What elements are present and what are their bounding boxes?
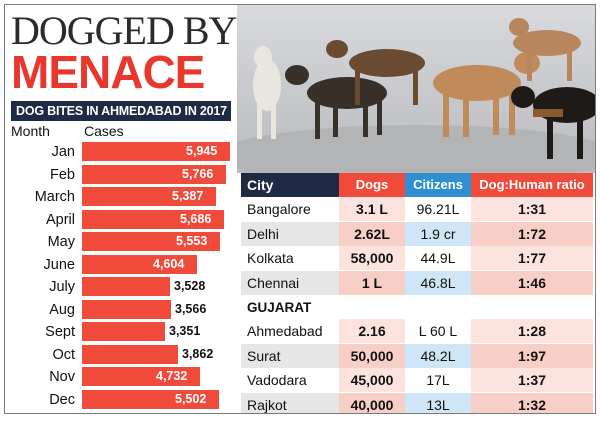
bar-value-label: 5,766: [182, 166, 214, 181]
stray-dogs-photo: [237, 5, 595, 173]
bar-value-label: 3,862: [182, 346, 214, 361]
ratio-cell: 1:46: [471, 270, 593, 295]
dogs-illustration: [237, 18, 595, 173]
month-label: Sept: [45, 324, 75, 340]
month-label: March: [34, 189, 75, 205]
bar-value-label: 5,387: [172, 189, 204, 203]
header-dogs-cell: Dogs: [339, 173, 405, 197]
ratio-cell: 1:31: [471, 197, 593, 221]
bar: [82, 367, 200, 386]
bar: [82, 299, 171, 319]
city-cell: Vadodara: [241, 368, 339, 392]
city-cell: Ahmedabad: [241, 319, 339, 343]
citizens-cell: 17L: [405, 368, 471, 392]
table-header: City Dogs Citizens Dog:Human ratio: [241, 173, 593, 197]
bar: [82, 187, 216, 206]
month-label: Feb: [50, 166, 75, 183]
bar-value-label: 5,553: [176, 234, 208, 248]
citizens-cell: 44.9L: [405, 246, 471, 270]
table-row: Vadodara 45,000 17L 1:37: [241, 368, 593, 392]
bar: [82, 142, 230, 161]
month-label: July: [49, 279, 75, 295]
dogs-cell: 50,000: [339, 343, 405, 368]
ratio-cell: 1:77: [471, 246, 593, 270]
bar-value-label: 5,502: [175, 391, 207, 406]
bar: [82, 209, 224, 229]
month-label: Nov: [49, 369, 75, 385]
table-row: Kolkata 58,000 44.9L 1:77: [241, 246, 593, 270]
table-row: Chennai 1 L 46.8L 1:46: [241, 270, 593, 295]
bar-value-label: 3,528: [174, 279, 206, 293]
header-ratio-cell: Dog:Human ratio: [471, 173, 593, 197]
month-label: May: [47, 234, 75, 250]
month-label: Aug: [49, 301, 75, 318]
city-cell: Bangalore: [241, 197, 339, 221]
city-cell: Delhi: [241, 221, 339, 246]
bar: [82, 254, 197, 274]
bar: [82, 164, 226, 184]
dogs-cell: 2.62L: [339, 221, 405, 246]
bar-value-label: 4,732: [156, 369, 188, 383]
bar-value-label: 3,351: [169, 324, 201, 338]
city-cell: Chennai: [241, 270, 339, 295]
ratio-cell: 1:97: [471, 343, 593, 368]
month-column-label: Month: [11, 123, 50, 139]
dogs-cell: 1 L: [339, 270, 405, 295]
headline-line2: MENACE: [11, 46, 205, 98]
citizens-cell: 48.2L: [405, 343, 471, 368]
bar-value-label: 4,604: [153, 256, 185, 271]
city-cell: Rajkot: [241, 392, 339, 413]
city-cell: Surat: [241, 343, 339, 368]
dogs-cell: 3.1 L: [339, 197, 405, 221]
bar-chart: Jan 5,945 Feb 5,766 March 5,387 April 5,686 May 5…: [11, 142, 237, 412]
ratio-cell: 1:37: [471, 368, 593, 392]
bar-value-label: 5,945: [186, 144, 218, 158]
cases-column-label: Cases: [84, 123, 124, 139]
bar: [82, 277, 170, 296]
citizens-cell: 46.8L: [405, 270, 471, 295]
white-dog-shape: [253, 46, 281, 139]
bar: [82, 344, 178, 364]
ratio-cell: 1:72: [471, 221, 593, 246]
ratio-cell: 1:32: [471, 392, 593, 413]
citizens-cell: L 60 L: [405, 319, 471, 343]
dogs-cell: 58,000: [339, 246, 405, 270]
chart-title: DOG BITES IN AHMEDABAD IN 2017: [11, 101, 231, 121]
citizens-cell: 1.9 cr: [405, 221, 471, 246]
dogs-cell: 2.16: [339, 319, 405, 343]
table-row: Surat 50,000 48.2L 1:97: [241, 343, 593, 368]
infographic: DOGGED BY MENACE DOG BITES IN AHMEDABAD …: [4, 4, 596, 414]
bar-value-label: 5,686: [180, 211, 212, 226]
dogs-cell: 45,000: [339, 368, 405, 392]
bar: [82, 389, 219, 409]
month-label: June: [43, 256, 75, 273]
bar-value-label: 3,566: [175, 301, 207, 316]
bar: [82, 232, 220, 251]
headline-line1: DOGGED BY: [11, 8, 237, 53]
bar: [82, 322, 165, 341]
table-row: Ahmedabad 2.16 L 60 L 1:28: [241, 319, 593, 343]
month-label: Jan: [51, 144, 75, 160]
citizens-cell: 96.21L: [405, 197, 471, 221]
table-row: Delhi 2.62L 1.9 cr 1:72: [241, 221, 593, 246]
city-cell: Kolkata: [241, 246, 339, 270]
month-label: April: [45, 211, 75, 228]
section-heading: GUJARAT: [241, 297, 593, 319]
ratio-cell: 1:28: [471, 319, 593, 343]
header-city-cell: City: [241, 173, 339, 197]
citizens-cell: 13L: [405, 392, 471, 413]
table-row: Rajkot 40,000 13L 1:32: [241, 392, 593, 413]
table-row: Bangalore 3.1 L 96.21L 1:31: [241, 197, 593, 221]
month-label: Dec: [49, 391, 75, 408]
header-citizens-cell: Citizens: [405, 173, 471, 197]
dogs-cell: 40,000: [339, 392, 405, 413]
month-label: Oct: [52, 346, 75, 363]
